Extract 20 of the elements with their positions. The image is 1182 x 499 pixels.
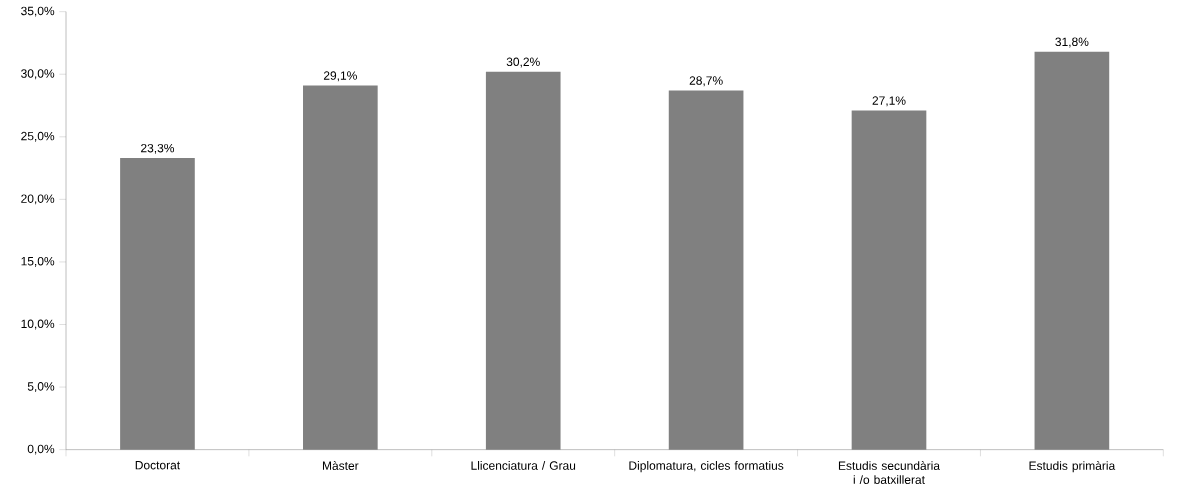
y-tick-label: 25,0% [21,131,55,142]
y-tick-label: 30,0% [21,69,55,80]
data-label: 23,3% [141,143,175,154]
x-tick-label: Estudis secundària i /o batxillerat [838,461,940,484]
data-label: 31,8% [1055,37,1089,48]
y-tick-label: 15,0% [21,256,55,267]
x-tick-label: Diplomatura, cicles formatius [629,461,784,473]
y-tick-label: 20,0% [21,194,55,205]
data-label: 27,1% [872,96,906,107]
data-label: 30,2% [506,57,540,68]
x-tick-label: Estudis primària [1029,461,1116,473]
x-tick-label: Màster [322,461,359,470]
x-tick-label: Llicenciatura / Grau [471,461,576,470]
x-tick-label: Doctorat [135,461,181,470]
data-label: 28,7% [689,76,723,87]
y-tick-label: 35,0% [21,6,55,17]
y-tick-label: 10,0% [21,319,55,330]
y-tick-label: 5,0% [27,382,55,393]
data-label: 29,1% [323,71,357,82]
y-tick-label: 0,0% [27,444,55,455]
